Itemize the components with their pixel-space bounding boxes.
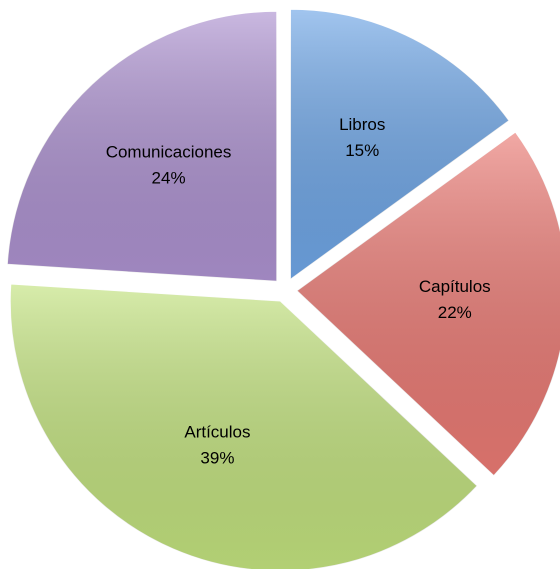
- slice-value: 39%: [200, 449, 234, 468]
- slice-label: Artículos: [184, 423, 250, 442]
- slice-label: Capítulos: [419, 277, 491, 296]
- slice-label: Libros: [339, 115, 385, 134]
- slice-shade: [296, 132, 560, 476]
- slice-value: 15%: [345, 141, 379, 160]
- slice-shade: [7, 11, 277, 282]
- slice-shade: [10, 284, 478, 572]
- slice-value: 24%: [152, 168, 186, 187]
- slice-shade: [290, 9, 509, 280]
- slice-value: 22%: [438, 303, 472, 322]
- slice-label: Comunicaciones: [106, 142, 232, 161]
